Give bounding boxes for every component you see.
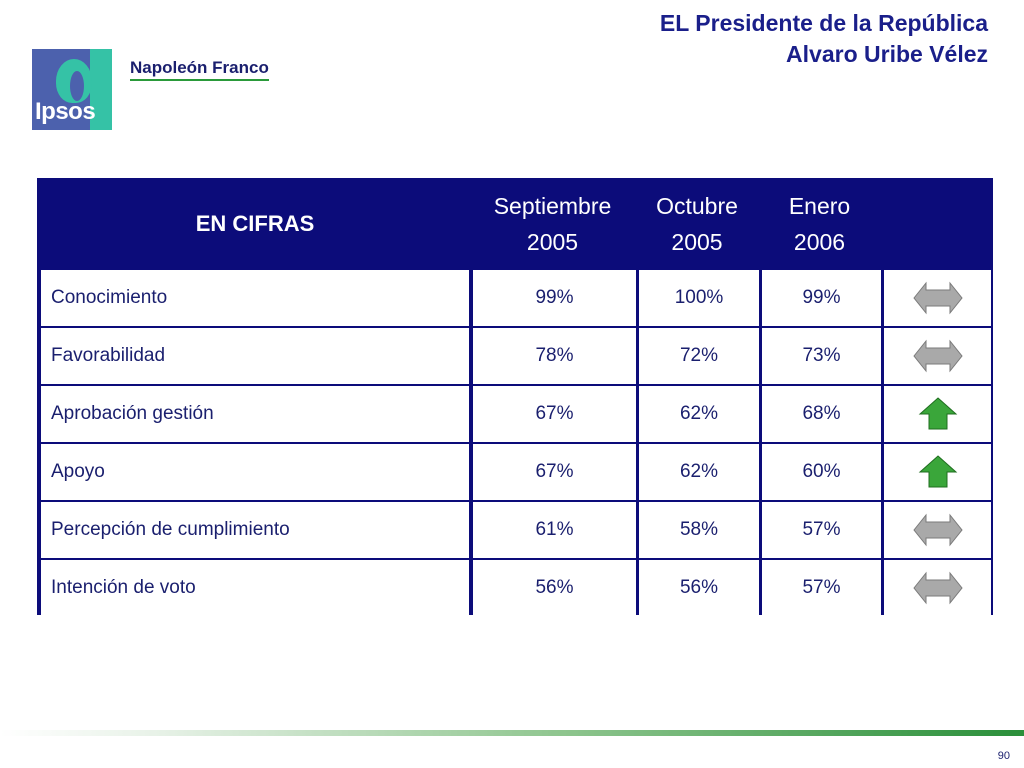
column-month: Septiembre xyxy=(493,193,612,219)
table-row: Percepción de cumplimiento 61% 58% 57% xyxy=(41,502,991,558)
row-value: 57% xyxy=(762,502,881,558)
column-year: 2005 xyxy=(671,229,723,255)
table-row: Favorabilidad 78% 72% 73% xyxy=(41,328,991,384)
row-value: 58% xyxy=(639,502,759,558)
row-value: 73% xyxy=(762,328,881,384)
up-arrow-icon xyxy=(918,397,957,430)
row-value: 62% xyxy=(639,444,759,500)
row-label: Aprobación gestión xyxy=(41,386,469,442)
figures-table: EN CIFRAS Septiembre 2005 Octubre 2005 E… xyxy=(37,178,993,616)
row-value: 72% xyxy=(639,328,759,384)
trend-cell xyxy=(884,502,991,558)
row-value: 56% xyxy=(473,560,636,616)
logo-text: Ipsos xyxy=(35,98,96,125)
trend-cell xyxy=(884,328,991,384)
up-arrow-icon xyxy=(918,455,957,488)
table-row: Apoyo 67% 62% 60% xyxy=(41,444,991,500)
table-row: Intención de voto 56% 56% 57% xyxy=(41,560,991,616)
column-header-1: Septiembre 2005 xyxy=(471,188,634,260)
row-label: Intención de voto xyxy=(41,560,469,616)
page-title: EL Presidente de la República Alvaro Uri… xyxy=(660,8,988,70)
header-title: EN CIFRAS xyxy=(195,211,315,236)
row-value: 60% xyxy=(762,444,881,500)
ipsos-logo: Ipsos xyxy=(32,49,112,130)
row-label: Favorabilidad xyxy=(41,328,469,384)
row-value: 57% xyxy=(762,560,881,616)
stable-arrow-icon xyxy=(912,281,963,315)
page-number: 90 xyxy=(997,750,1010,762)
trend-cell xyxy=(884,270,991,326)
stable-arrow-icon xyxy=(912,513,963,547)
stable-arrow-icon xyxy=(912,571,963,605)
row-value: 68% xyxy=(762,386,881,442)
column-month: Enero xyxy=(788,193,851,219)
brand-name: Napoleón Franco xyxy=(130,58,269,81)
row-value: 78% xyxy=(473,328,636,384)
trend-cell xyxy=(884,560,991,616)
row-label: Apoyo xyxy=(41,444,469,500)
row-value: 99% xyxy=(762,270,881,326)
title-line-2: Alvaro Uribe Vélez xyxy=(786,41,988,67)
row-value: 67% xyxy=(473,386,636,442)
column-year: 2005 xyxy=(526,229,579,255)
title-line-1: EL Presidente de la República xyxy=(659,10,988,36)
row-label: Percepción de cumplimiento xyxy=(41,502,469,558)
row-value: 99% xyxy=(473,270,636,326)
stable-arrow-icon xyxy=(912,339,963,373)
trend-cell xyxy=(884,444,991,500)
column-month: Octubre xyxy=(656,193,738,219)
row-value: 61% xyxy=(473,502,636,558)
row-value: 62% xyxy=(639,386,759,442)
trend-cell xyxy=(884,386,991,442)
row-label: Conocimiento xyxy=(41,270,469,326)
footer-divider xyxy=(0,730,1024,736)
column-header-3: Enero 2006 xyxy=(760,188,879,260)
row-value: 100% xyxy=(639,270,759,326)
table-row: Aprobación gestión 67% 62% 68% xyxy=(41,386,991,442)
column-header-2: Octubre 2005 xyxy=(637,188,757,260)
table-header: EN CIFRAS Septiembre 2005 Octubre 2005 E… xyxy=(39,180,991,268)
column-year: 2006 xyxy=(793,229,846,255)
table-row: Conocimiento 99% 100% 99% xyxy=(41,270,991,326)
row-value: 67% xyxy=(473,444,636,500)
row-value: 56% xyxy=(639,560,759,616)
